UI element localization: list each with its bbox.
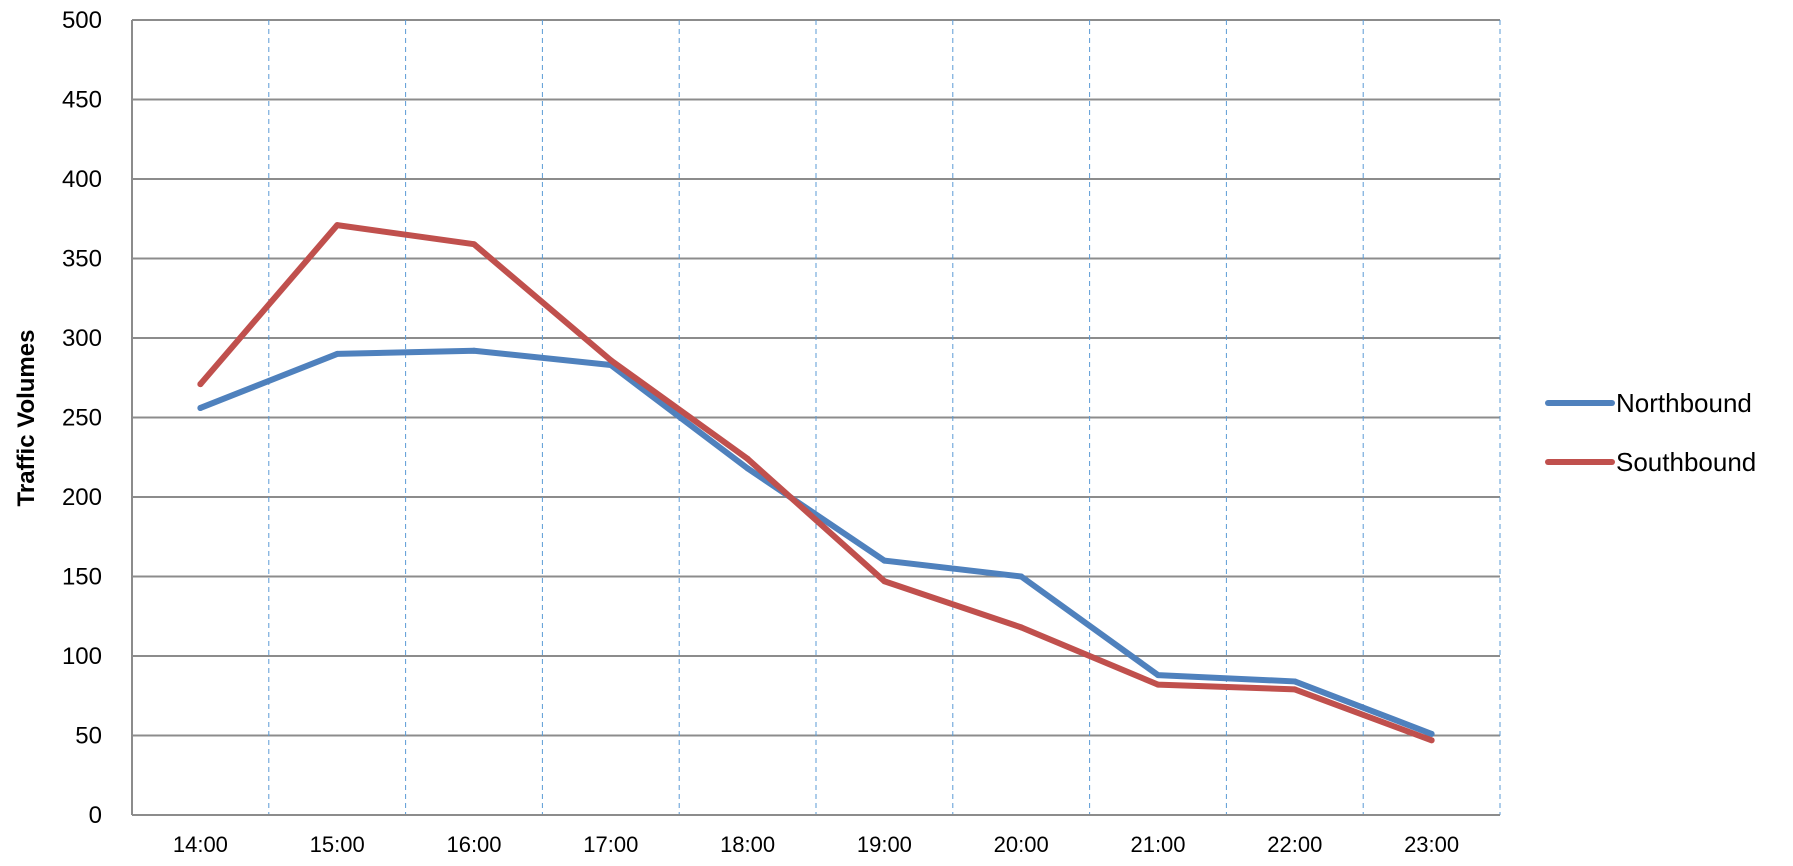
data-point-southbound — [607, 357, 614, 364]
data-point-northbound — [744, 465, 751, 472]
y-tick-label: 500 — [62, 7, 102, 34]
x-tick-label: 18:00 — [720, 832, 775, 857]
data-point-northbound — [1428, 730, 1435, 737]
data-point-southbound — [744, 455, 751, 462]
data-point-southbound — [881, 578, 888, 585]
y-tick-label: 150 — [62, 564, 102, 591]
y-tick-label: 250 — [62, 405, 102, 432]
y-tick-label: 450 — [62, 87, 102, 114]
x-tick-label: 15:00 — [310, 832, 365, 857]
x-tick-label: 17:00 — [583, 832, 638, 857]
x-tick-label: 22:00 — [1267, 832, 1322, 857]
x-tick-label: 16:00 — [446, 832, 501, 857]
legend-label-southbound: Southbound — [1616, 447, 1756, 477]
y-axis-title: Traffic Volumes — [13, 330, 40, 507]
data-point-northbound — [881, 557, 888, 564]
data-point-northbound — [1155, 672, 1161, 679]
y-tick-label: 50 — [75, 723, 102, 750]
data-point-northbound — [471, 347, 477, 354]
data-point-southbound — [1018, 624, 1025, 631]
data-point-southbound — [1291, 686, 1298, 693]
data-point-southbound — [1155, 681, 1161, 688]
series-lines — [197, 222, 1435, 744]
legend: Northbound Southbound — [1545, 388, 1756, 477]
x-tick-label: 19:00 — [857, 832, 912, 857]
data-point-southbound — [334, 222, 341, 229]
series-line-northbound — [197, 347, 1435, 737]
legend-label-northbound: Northbound — [1616, 388, 1752, 418]
y-tick-label: 200 — [62, 484, 102, 511]
data-point-southbound — [197, 381, 204, 388]
data-point-southbound — [471, 241, 477, 248]
data-point-northbound — [1291, 678, 1298, 685]
series-line-southbound — [197, 222, 1435, 744]
y-tick-label: 350 — [62, 246, 102, 273]
x-tick-label: 23:00 — [1404, 832, 1459, 857]
y-tick-label: 100 — [62, 643, 102, 670]
grid — [132, 19, 1501, 815]
data-point-southbound — [1428, 737, 1435, 744]
x-tick-label: 14:00 — [173, 832, 228, 857]
data-point-northbound — [334, 350, 341, 357]
data-point-northbound — [197, 404, 204, 411]
data-point-northbound — [1018, 573, 1025, 580]
y-tick-label: 0 — [89, 802, 102, 829]
x-tick-label: 20:00 — [994, 832, 1049, 857]
y-tick-label: 300 — [62, 325, 102, 352]
y-tick-label: 400 — [62, 166, 102, 193]
axes: 0 50 100 150 200 250 300 350 400 450 500 14:00 15:00… — [62, 7, 1500, 857]
x-tick-label: 21:00 — [1130, 832, 1185, 857]
